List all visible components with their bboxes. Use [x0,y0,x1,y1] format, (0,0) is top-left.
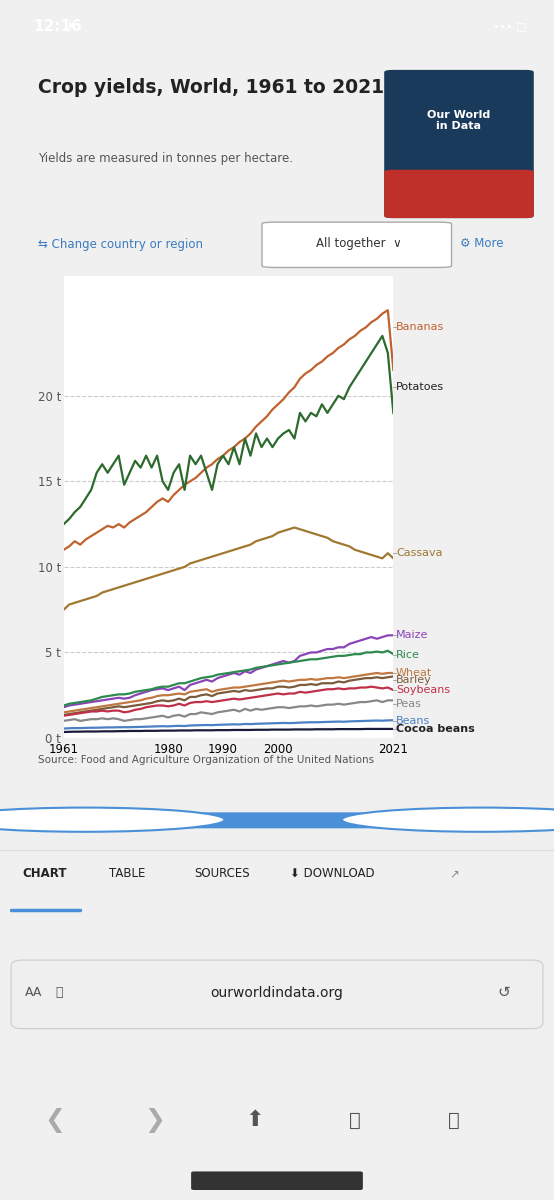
Text: 🔒: 🔒 [55,986,63,1000]
Text: All together  ∨: All together ∨ [316,238,402,251]
Text: SOURCES: SOURCES [194,866,249,880]
Text: ▶: ▶ [33,812,42,824]
Text: Maize: Maize [396,630,428,641]
Text: Source: Food and Agriculture Organization of the United Nations: Source: Food and Agriculture Organizatio… [38,755,374,764]
Text: 📖: 📖 [348,1110,361,1129]
Text: ✈: ✈ [61,20,75,32]
Text: ↗: ↗ [449,866,459,880]
Text: Wheat: Wheat [396,668,432,678]
FancyBboxPatch shape [262,222,452,268]
Text: Soybeans: Soybeans [396,685,450,695]
Text: ⬆: ⬆ [245,1110,264,1130]
FancyBboxPatch shape [384,169,534,218]
Text: ••• □: ••• □ [493,22,526,31]
Text: Our World
in Data: Our World in Data [427,110,491,132]
Circle shape [342,808,554,832]
Text: ⚙ More: ⚙ More [460,238,503,251]
FancyBboxPatch shape [384,70,534,218]
FancyBboxPatch shape [11,960,543,1028]
Text: ⇆ Change country or region: ⇆ Change country or region [38,239,203,251]
Text: Potatoes: Potatoes [396,383,444,392]
Text: 12:16: 12:16 [33,19,82,34]
Text: Rice: Rice [396,650,420,660]
Text: Bananas: Bananas [396,323,444,332]
FancyBboxPatch shape [53,812,491,828]
Circle shape [0,808,225,832]
FancyBboxPatch shape [191,1171,363,1190]
Text: ourworldindata.org: ourworldindata.org [211,986,343,1000]
Text: ❯: ❯ [145,1108,166,1133]
Text: CHART: CHART [22,866,66,880]
Text: ❮: ❮ [45,1108,66,1133]
Text: Peas: Peas [396,698,422,709]
Text: ⧉: ⧉ [448,1110,460,1129]
Text: TABLE: TABLE [109,866,146,880]
Text: ↺: ↺ [497,985,511,1001]
Text: 1961: 1961 [84,814,111,823]
Text: Crop yields, World, 1961 to 2021: Crop yields, World, 1961 to 2021 [38,78,384,97]
Text: Yields are measured in tonnes per hectare.: Yields are measured in tonnes per hectar… [38,151,293,164]
Text: ⬇ DOWNLOAD: ⬇ DOWNLOAD [290,866,375,880]
Text: AA: AA [24,986,42,1000]
Text: Barley: Barley [396,674,432,685]
Text: Cocoa beans: Cocoa beans [396,725,475,734]
Text: Cassava: Cassava [396,548,443,558]
Text: Beans: Beans [396,716,430,726]
Text: 2021: 2021 [495,812,527,824]
